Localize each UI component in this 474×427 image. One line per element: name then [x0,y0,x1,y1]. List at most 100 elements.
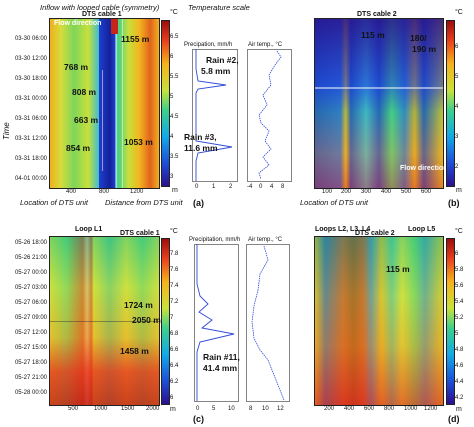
cbar-tick: 3.5 [170,154,179,160]
annotation-1458m: 1458 m [120,346,149,356]
y-tick: 05-27 09:00 [14,315,47,321]
y-tick: 03-30 12:00 [14,56,47,62]
rain11-value: 41.4 mm [203,363,238,373]
air-title-c: Air temp., °C [248,237,283,243]
y-tick: 05-27 12:00 [14,330,47,336]
heatmap-panel-d [314,236,444,406]
precip-series-c [196,244,235,401]
cbar-tick: 6 [455,44,459,50]
y-tick: 05-27 21:00 [14,375,47,381]
loop-l1-label: Loop L1 [75,226,103,233]
colorbar-unit-m-a: m [172,187,178,194]
cbar-tick: 7.4 [170,283,179,289]
rain2-value: 5.8 mm [201,66,231,76]
annotation-768m: 768 m [64,62,89,72]
panel-c-title: DTS cable 1 [120,230,160,237]
colorbar-a [161,20,170,187]
x-tick: 4 [270,184,274,190]
streak-b1 [315,86,443,89]
precip-chart-c [194,244,239,402]
y-tick: 03-31 06:00 [14,116,47,122]
x-tick: -4 [247,184,253,190]
x-tick: 500 [401,189,412,195]
x-tick: 400 [344,406,355,412]
cbar-tick: 5.4 [455,299,464,305]
y-tick: 05-27 15:00 [14,345,47,351]
heatmap-panel-b [314,18,444,189]
annotation-854m: 854 m [66,143,91,153]
panel-d-title: DTS cable 2 [355,230,395,237]
annotation-1053m: 1053 m [124,137,153,147]
y-tick: 05-27 03:00 [14,285,47,291]
x-tick: 400 [66,189,77,195]
cbar-tick: 6.6 [170,347,179,353]
x-tick: 0 [195,184,199,190]
annotation-115m-b: 115 m [361,30,385,40]
panel-letter-a: (a) [193,198,204,208]
y-tick: 05-28 00:00 [14,390,47,396]
cbar-tick: 4.8 [455,347,464,353]
colorbar-unit-c: °C [170,228,178,235]
cbar-tick: 4.5 [170,114,179,120]
air-axes-c [246,244,290,402]
x-tick: 10 [262,406,269,412]
heatmap-panel-a [49,18,160,189]
y-tick: 03-31 18:00 [14,156,47,162]
heatmap-panel-c [49,236,160,406]
x-tick: 800 [99,189,110,195]
x-tick: 8 [249,406,253,412]
y-tick: 03-31 12:00 [14,136,47,142]
cbar-tick: 7.8 [170,251,179,257]
x-tick: 2 [229,184,233,190]
precip-chart-a [192,49,238,182]
flow-label-a: Flow direction [54,20,102,27]
x-tick: 400 [381,189,392,195]
precip-title-c: Precipitation, mm/h [189,237,241,243]
y-tick: 05-27 00:00 [14,270,47,276]
cbar-tick: 5.5 [170,74,179,80]
x-tick: 2000 [146,406,160,412]
cbar-tick: 6.8 [170,331,179,337]
location-note-b: Location of DTS unit [300,198,368,207]
cbar-tick: 4 [170,134,174,140]
x-tick: 0 [259,184,263,190]
x-tick: 0 [196,406,200,412]
x-tick: 600 [364,406,375,412]
y-tick: 05-27 06:00 [14,300,47,306]
rain3-value: 11.6 mm [184,143,218,153]
y-tick: 05-26 21:00 [14,255,47,261]
rain3-label: Rain #3, [184,132,217,142]
y-tick: 03-31 00:00 [14,96,47,102]
x-tick: 200 [324,406,335,412]
y-tick: 05-27 18:00 [14,360,47,366]
x-tick: 200 [341,189,352,195]
annotation-190m: 190 m [412,44,437,54]
cbar-tick: 2 [455,164,459,170]
rain11-label: Rain #11, [203,352,240,362]
annotation-115m-d: 115 m [386,264,410,274]
colorbar-unit-m-c: m [170,406,176,413]
streak-a2 [121,19,123,188]
colorbar-unit-d: °C [455,228,463,235]
cbar-tick: 7.2 [170,299,179,305]
y-tick: 03-30 18:00 [14,76,47,82]
precip-axes-a [192,49,238,182]
flow-direction-a: Flow direction [54,20,101,27]
air-series-c [251,245,285,401]
cbar-tick: 5 [455,74,459,80]
cbar-tick: 5.8 [455,267,464,273]
x-tick: 800 [384,406,395,412]
colorbar-unit-m-b: m [456,187,462,194]
annotation-1724m: 1724 m [124,300,153,310]
air-chart-a [247,49,292,182]
air-chart-c [246,244,290,402]
x-tick: 600 [421,189,432,195]
hline-c [50,321,159,322]
precip-series-a [195,49,233,181]
air-series-a [258,50,282,180]
cbar-tick: 4 [455,104,459,110]
cbar-tick: 4.6 [455,363,464,369]
x-tick: 100 [322,189,333,195]
cbar-tick: 7 [170,315,174,321]
cbar-tick: 3 [170,174,174,180]
